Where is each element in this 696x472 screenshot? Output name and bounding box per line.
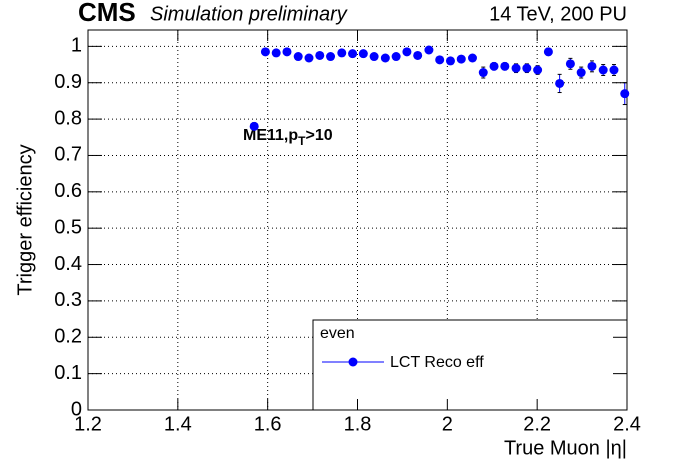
data-point — [413, 50, 423, 60]
y-tick-label: 0.8 — [54, 107, 82, 129]
data-point — [533, 65, 543, 75]
y-tick-label: 0.9 — [54, 71, 82, 93]
data-point — [511, 63, 521, 73]
legend-label: LCT Reco eff — [390, 354, 484, 371]
x-tick-label: 1.2 — [74, 413, 102, 435]
data-point — [271, 48, 281, 58]
data-point — [435, 55, 445, 65]
data-point — [348, 49, 358, 59]
y-tick-label: 0.4 — [54, 253, 82, 275]
data-point — [456, 54, 466, 64]
data-point — [282, 47, 292, 57]
data-point — [293, 52, 303, 62]
data-point — [478, 68, 488, 78]
data-point — [380, 53, 390, 63]
y-tick-label: 0.6 — [54, 180, 82, 202]
data-point — [489, 61, 499, 71]
annotation-sub: T — [298, 134, 306, 148]
y-tick-label: 0 — [71, 398, 82, 420]
data-point — [620, 89, 630, 99]
data-point — [369, 52, 379, 62]
x-tick-label: 1.4 — [164, 413, 192, 435]
data-point — [522, 63, 532, 73]
annotation-tail: >10 — [305, 127, 332, 144]
data-point — [424, 45, 434, 55]
right-title: 14 TeV, 200 PU — [489, 3, 627, 25]
y-tick-label: 0.5 — [54, 216, 82, 238]
legend-box — [312, 319, 628, 411]
data-point — [326, 52, 336, 62]
data-point — [358, 49, 368, 59]
data-point — [391, 52, 401, 62]
data-point — [249, 121, 259, 131]
data-point — [337, 48, 347, 58]
data-point — [260, 47, 270, 57]
data-point — [500, 61, 510, 71]
x-tick-label: 2 — [442, 413, 453, 435]
y-axis-label: Trigger efficiency — [14, 144, 36, 295]
annotation-text: ME11,p — [243, 127, 298, 144]
annotation: ME11,pT>10 — [243, 127, 333, 148]
chart-subtitle: Simulation preliminary — [150, 3, 348, 25]
data-point — [598, 65, 608, 75]
x-tick-label: 2.2 — [523, 413, 551, 435]
x-axis-label: True Muon |η| — [504, 437, 627, 459]
legend-header: even — [320, 325, 355, 342]
data-point — [304, 53, 314, 63]
data-point — [587, 61, 597, 71]
data-point — [467, 53, 477, 63]
y-tick-label: 0.1 — [54, 362, 82, 384]
data-point — [565, 59, 575, 69]
y-tick-label: 0.2 — [54, 326, 82, 348]
x-tick-label: 1.8 — [344, 413, 372, 435]
x-tick-label: 1.6 — [254, 413, 282, 435]
x-tick-label: 2.4 — [613, 413, 641, 435]
y-tick-label: 1 — [71, 35, 82, 57]
data-point — [402, 47, 412, 57]
y-tick-label: 0.3 — [54, 289, 82, 311]
data-point — [555, 78, 565, 88]
data-point — [315, 50, 325, 60]
data-point — [543, 47, 553, 57]
data-point — [576, 68, 586, 78]
chart-title: CMS — [78, 0, 136, 27]
data-point — [445, 56, 455, 66]
data-point — [609, 65, 619, 75]
legend-marker — [348, 357, 358, 367]
y-tick-label: 0.7 — [54, 144, 82, 166]
